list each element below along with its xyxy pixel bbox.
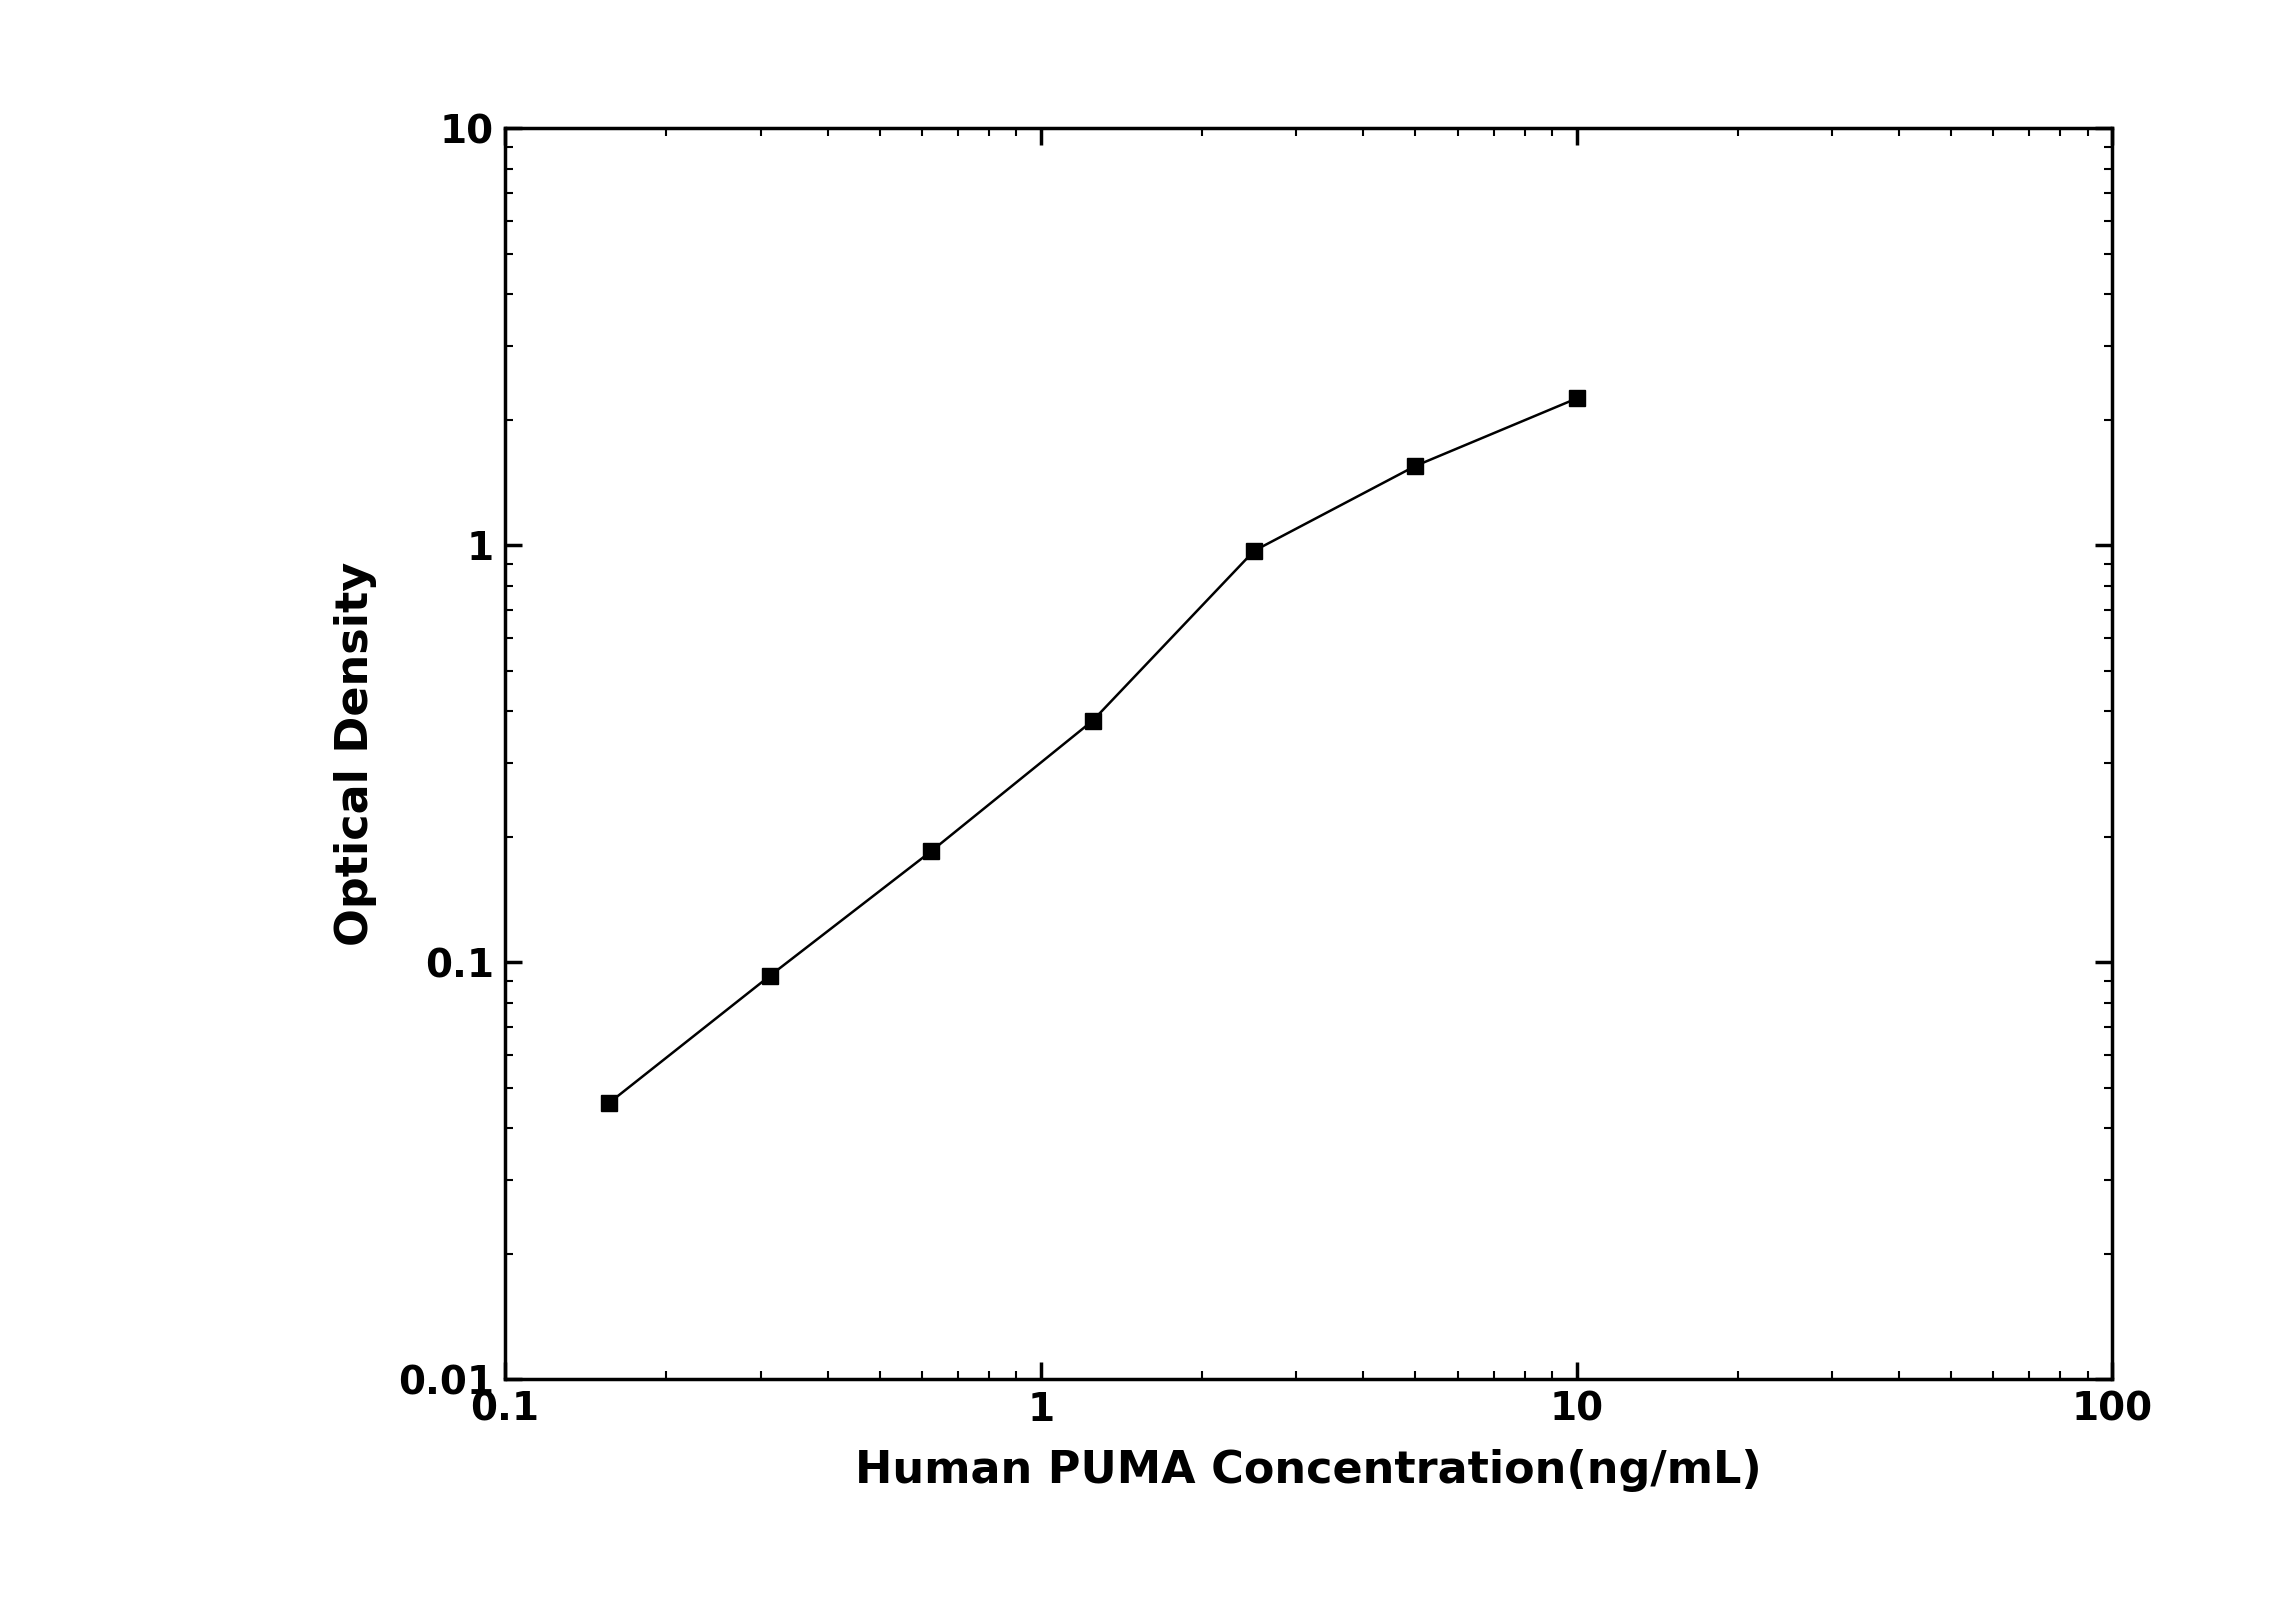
Y-axis label: Optical Density: Optical Density	[335, 561, 377, 946]
X-axis label: Human PUMA Concentration(ng/mL): Human PUMA Concentration(ng/mL)	[856, 1450, 1761, 1492]
